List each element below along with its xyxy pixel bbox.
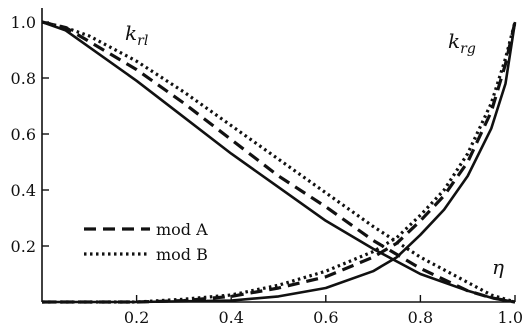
y-tick-label: 0.4 (11, 181, 36, 200)
krg-dash-line (42, 21, 517, 304)
legend-label-mod-b: mod B (156, 245, 208, 264)
eta-label: η (492, 255, 504, 279)
y-tick-label: 1.0 (11, 13, 36, 32)
krl-dot-line (41, 20, 516, 304)
x-ticks: 0.2 0.4 0.6 0.8 1.0 (124, 295, 523, 327)
krg-dot-line (42, 21, 517, 304)
krg-solid-line (42, 21, 517, 304)
y-tick-label: 0.8 (11, 69, 36, 88)
krl-dash-line (41, 20, 516, 304)
krl-solid-line (41, 20, 516, 304)
series-layer (41, 20, 517, 304)
krl-label: krl (125, 21, 148, 49)
x-tick-label: 0.6 (313, 308, 338, 327)
krg-label: krg (448, 29, 476, 57)
x-tick-label: 0.8 (408, 308, 433, 327)
y-tick-label: 0.6 (11, 125, 36, 144)
y-ticks: 0.2 0.4 0.6 0.8 1.0 (11, 13, 49, 256)
legend-label-mod-a: mod A (156, 220, 208, 239)
legend: mod A mod B (84, 220, 208, 264)
axes (41, 8, 515, 303)
y-tick-label: 0.2 (11, 237, 36, 256)
x-tick-label: 0.4 (218, 308, 243, 327)
x-tick-label: 1.0 (498, 308, 523, 327)
x-tick-label: 0.2 (124, 308, 149, 327)
